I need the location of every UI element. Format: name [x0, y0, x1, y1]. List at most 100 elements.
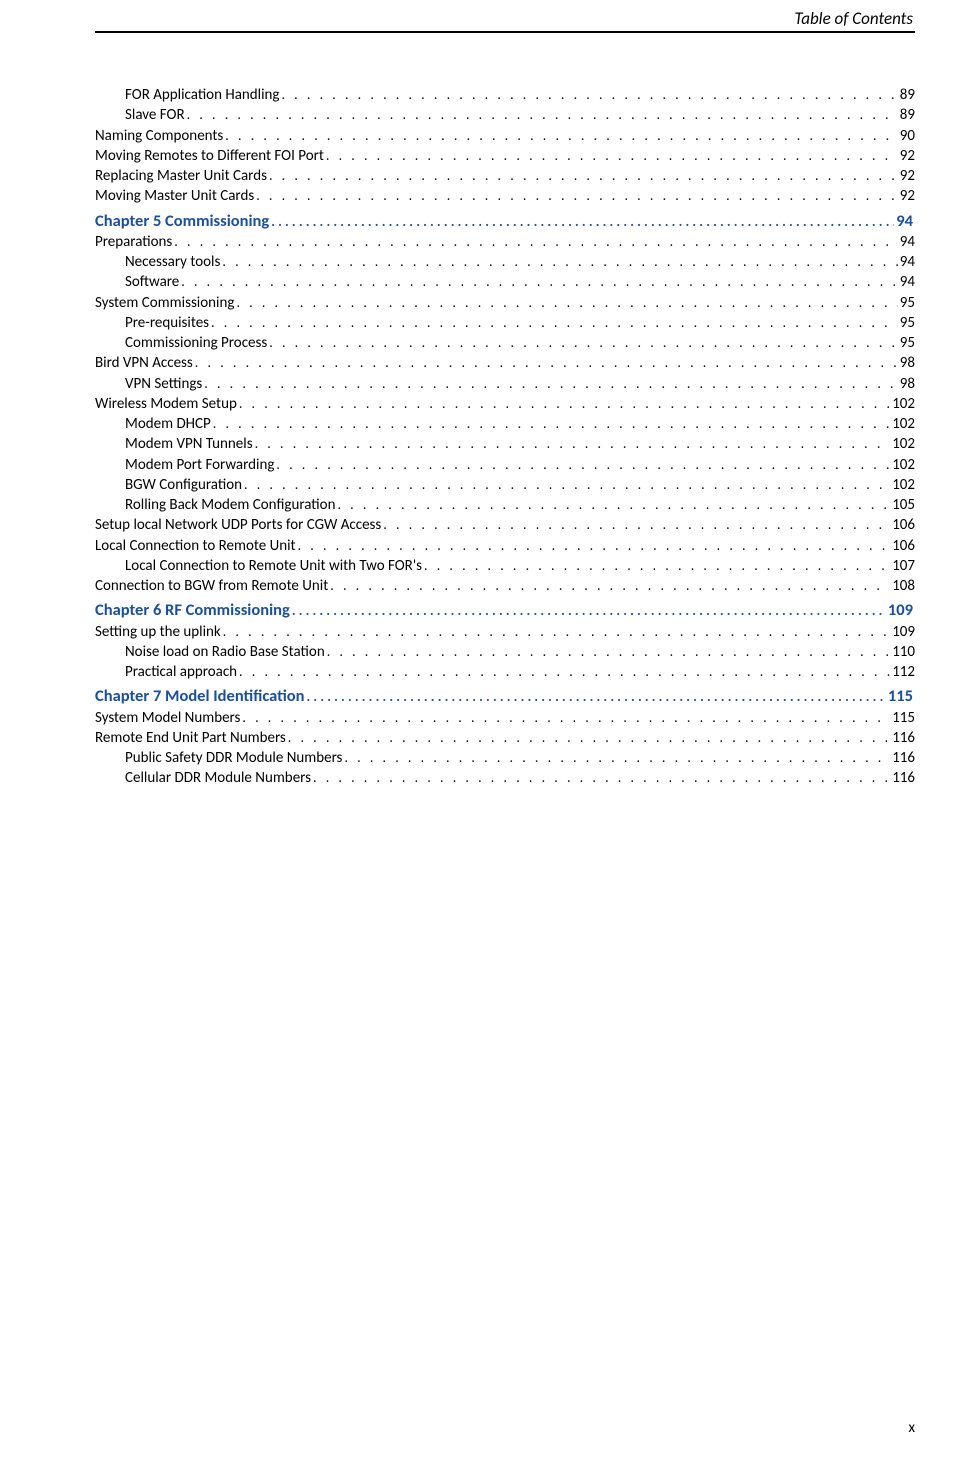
- toc-page-number: 102: [892, 475, 915, 495]
- toc-entry: Local Connection to Remote Unit 106: [95, 536, 915, 556]
- toc-leader-dots: [298, 537, 891, 556]
- toc-entry: Moving Remotes to Different FOI Port 92: [95, 146, 915, 166]
- toc-page-number: 102: [892, 434, 915, 454]
- toc-label: Modem DHCP: [125, 414, 211, 434]
- toc-label: Chapter 7 Model Identification: [95, 685, 305, 707]
- toc-page-number: 106: [892, 515, 915, 535]
- toc-page-number: 94: [896, 210, 915, 232]
- toc-entry: VPN Settings 98: [125, 374, 915, 394]
- toc-page-number: 112: [892, 662, 915, 682]
- toc-page-number: 108: [892, 576, 915, 596]
- toc-leader-dots: [292, 602, 886, 621]
- toc-leader-dots: [307, 688, 886, 707]
- toc-entry: Naming Components 90: [95, 126, 915, 146]
- toc-label: Bird VPN Access: [95, 353, 193, 373]
- toc-label: VPN Settings: [125, 374, 202, 394]
- toc-leader-dots: [174, 233, 897, 252]
- toc-label: Local Connection to Remote Unit with Two…: [125, 556, 422, 576]
- toc-leader-dots: [211, 314, 898, 333]
- toc-label: Rolling Back Modem Configuration: [125, 495, 335, 515]
- toc-page-number: 95: [900, 293, 915, 313]
- toc-entry: Local Connection to Remote Unit with Two…: [125, 556, 915, 576]
- toc-label: FOR Application Handling: [125, 85, 279, 105]
- toc-page-number: 105: [892, 495, 915, 515]
- toc-page-number: 89: [900, 85, 915, 105]
- toc-label: Moving Master Unit Cards: [95, 186, 254, 206]
- toc-page-number: 106: [892, 536, 915, 556]
- toc-label: Chapter 5 Commissioning: [95, 210, 269, 232]
- toc-page-number: 107: [892, 556, 915, 576]
- toc-page-number: 116: [892, 748, 915, 768]
- toc-leader-dots: [288, 729, 890, 748]
- toc-page-number: 102: [892, 394, 915, 414]
- toc-entry: Bird VPN Access 98: [95, 353, 915, 373]
- toc-entry: Commissioning Process 95: [125, 333, 915, 353]
- toc-entry: Replacing Master Unit Cards 92: [95, 166, 915, 186]
- toc-entry: Pre-requisites 95: [125, 313, 915, 333]
- toc-leader-dots: [236, 294, 897, 313]
- toc-label: Public Safety DDR Module Numbers: [125, 748, 342, 768]
- toc-leader-dots: [276, 456, 890, 475]
- toc-page-number: 95: [900, 313, 915, 333]
- toc-leader-dots: [195, 354, 898, 373]
- toc-page-number: 115: [892, 708, 915, 728]
- toc-entry: FOR Application Handling 89: [125, 85, 915, 105]
- toc-page-number: 98: [900, 353, 915, 373]
- toc-page-number: 109: [888, 599, 915, 621]
- toc-leader-dots: [424, 557, 890, 576]
- toc-entry: System Model Numbers 115: [95, 708, 915, 728]
- toc-page-number: 92: [900, 166, 915, 186]
- toc-label: Modem Port Forwarding: [125, 455, 274, 475]
- toc-entry: Modem DHCP 102: [125, 414, 915, 434]
- toc-page-number: 116: [892, 728, 915, 748]
- toc-label: Slave FOR: [125, 105, 185, 125]
- toc-entry: Software 94: [125, 272, 915, 292]
- toc-entry: Modem VPN Tunnels 102: [125, 434, 915, 454]
- toc-leader-dots: [187, 106, 898, 125]
- toc-chapter: Chapter 6 RF Commissioning109: [95, 599, 915, 621]
- toc-entry: Rolling Back Modem Configuration 105: [125, 495, 915, 515]
- toc-label: Software: [125, 272, 179, 292]
- toc-entry: Noise load on Radio Base Station 110: [125, 642, 915, 662]
- toc-label: Modem VPN Tunnels: [125, 434, 253, 454]
- toc-entry: Setup local Network UDP Ports for CGW Ac…: [95, 515, 915, 535]
- toc-entry: BGW Configuration102: [125, 475, 915, 495]
- toc-leader-dots: [383, 516, 890, 535]
- toc-page-number: 95: [900, 333, 915, 353]
- toc-page-number: 94: [900, 272, 915, 292]
- toc-leader-dots: [255, 435, 891, 454]
- toc-label: System Model Numbers: [95, 708, 240, 728]
- page-container: Table of Contents FOR Application Handli…: [0, 0, 975, 819]
- toc-chapter: Chapter 7 Model Identification 115: [95, 685, 915, 707]
- header: Table of Contents: [95, 8, 915, 33]
- toc-leader-dots: [181, 273, 898, 292]
- toc-leader-dots: [326, 147, 898, 166]
- toc-entry: Public Safety DDR Module Numbers 116: [125, 748, 915, 768]
- toc-page-number: 92: [900, 146, 915, 166]
- toc-leader-dots: [242, 709, 890, 728]
- toc-label: Moving Remotes to Different FOI Port: [95, 146, 324, 166]
- toc-entry: Modem Port Forwarding 102: [125, 455, 915, 475]
- toc-leader-dots: [223, 623, 890, 642]
- toc-label: Practical approach: [125, 662, 237, 682]
- toc-leader-dots: [344, 749, 890, 768]
- toc-leader-dots: [281, 86, 897, 105]
- toc-leader-dots: [330, 577, 890, 596]
- toc-label: Local Connection to Remote Unit: [95, 536, 296, 556]
- toc-page-number: 94: [900, 232, 915, 252]
- toc-leader-dots: [269, 167, 898, 186]
- toc-leader-dots: [213, 415, 890, 434]
- toc-entry: Cellular DDR Module Numbers 116: [125, 768, 915, 788]
- toc-entry: Moving Master Unit Cards 92: [95, 186, 915, 206]
- toc-label: Noise load on Radio Base Station: [125, 642, 325, 662]
- toc-leader-dots: [225, 127, 897, 146]
- toc-page-number: 102: [892, 455, 915, 475]
- toc-page-number: 115: [888, 685, 915, 707]
- toc-label: Remote End Unit Part Numbers: [95, 728, 286, 748]
- toc-page-number: 92: [900, 186, 915, 206]
- toc-label: Cellular DDR Module Numbers: [125, 768, 311, 788]
- toc-leader-dots: [269, 334, 898, 353]
- toc-label: Connection to BGW from Remote Unit: [95, 576, 328, 596]
- toc-leader-dots: [244, 476, 890, 495]
- toc-page-number: 89: [900, 105, 915, 125]
